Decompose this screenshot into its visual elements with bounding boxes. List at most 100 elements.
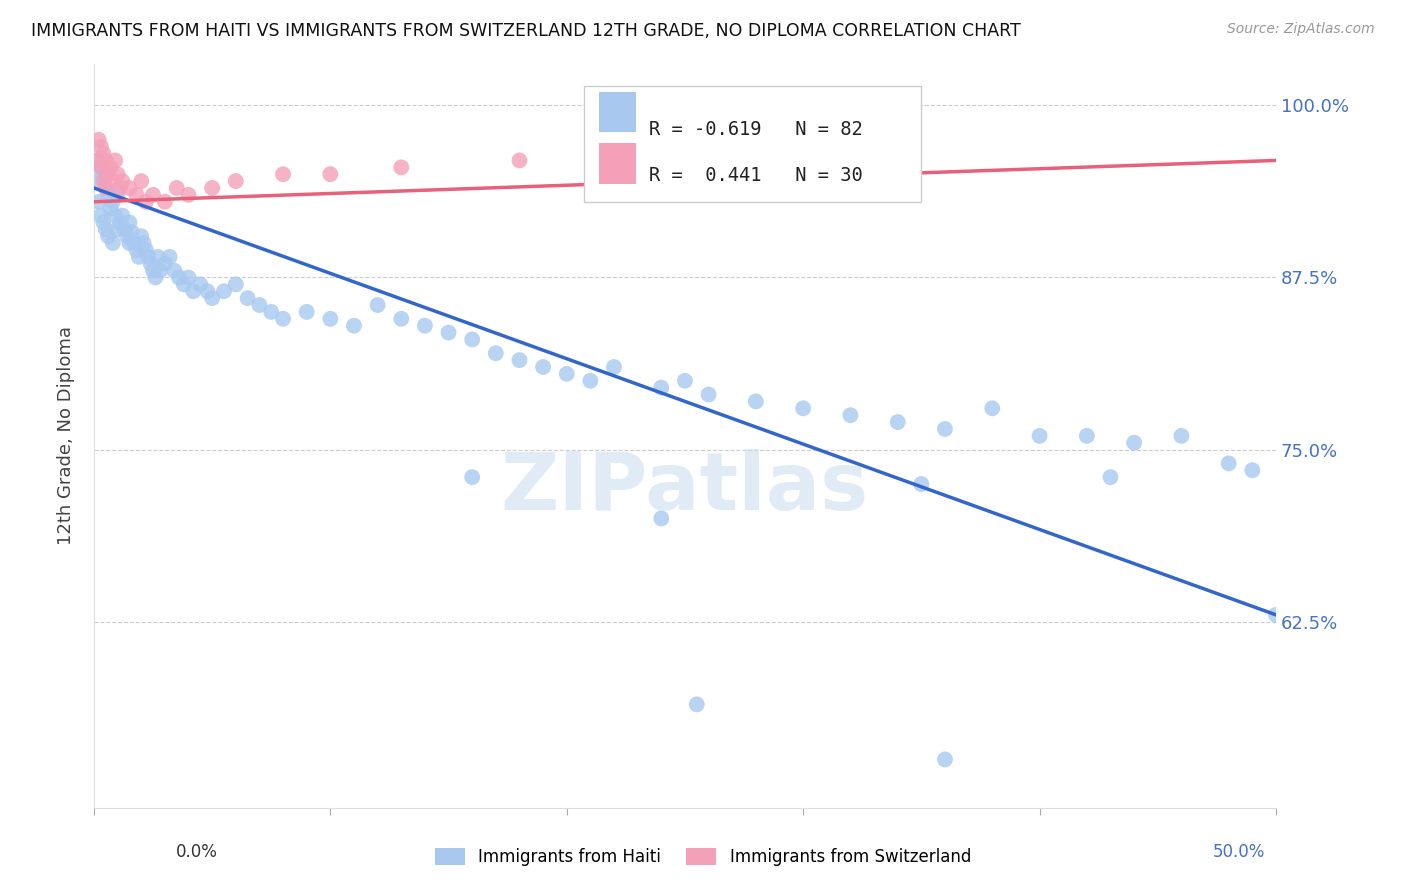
Point [153,257,176,271]
Point [125,243,148,257]
Point [177,270,200,285]
Point [107,167,129,181]
Point [839,408,862,422]
Point [508,353,530,368]
Point [1170,429,1192,443]
Point [159,250,181,264]
Point [100,202,122,216]
Bar [599,92,637,133]
Point [792,401,814,416]
Point [163,263,186,277]
Point [413,318,436,333]
Point [201,181,224,195]
Point [367,298,389,312]
Text: 0.0%: 0.0% [176,843,218,861]
Point [125,187,148,202]
Point [118,215,141,229]
Point [236,291,259,305]
Point [94,181,117,195]
Point [93,215,115,229]
Point [104,153,127,168]
Point [673,374,696,388]
Point [745,394,768,409]
Point [135,243,157,257]
Point [295,305,318,319]
Point [87,133,110,147]
Point [115,229,138,244]
Point [343,318,366,333]
Point [1241,463,1264,477]
Point [104,209,127,223]
Point [437,326,460,340]
Point [87,194,110,209]
Point [461,470,484,484]
Point [136,250,159,264]
Point [1218,456,1240,470]
Point [319,167,342,181]
Point [555,367,578,381]
Point [271,167,294,181]
Point [934,422,956,436]
Point [101,235,124,250]
Point [90,161,112,175]
Point [1265,607,1288,622]
Point [142,187,165,202]
Point [201,291,224,305]
Point [271,311,294,326]
Bar [599,144,637,185]
Point [225,277,247,292]
Point [108,181,131,195]
Text: ZIPatlas: ZIPatlas [501,449,869,527]
Point [768,139,790,153]
Point [485,346,508,360]
Point [319,311,342,326]
Point [225,174,247,188]
Point [461,333,484,347]
Point [128,250,150,264]
Point [94,153,117,168]
Point [934,752,956,766]
Point [603,359,626,374]
Point [1099,470,1122,484]
Text: Source: ZipAtlas.com: Source: ZipAtlas.com [1227,22,1375,37]
Point [90,209,112,223]
Point [108,215,131,229]
Point [90,161,112,175]
Point [118,181,141,195]
Point [167,270,190,285]
Point [508,153,530,168]
Text: R = -0.619   N = 82: R = -0.619 N = 82 [650,120,863,139]
Point [153,194,176,209]
Point [579,374,602,388]
Point [166,181,188,195]
Point [97,229,120,244]
Point [249,298,271,312]
Point [139,257,162,271]
Point [100,161,122,175]
Point [145,270,167,285]
Point [129,229,152,244]
Point [173,277,195,292]
Point [94,222,117,236]
Point [107,187,129,202]
Point [111,209,134,223]
Point [97,167,120,181]
Point [101,174,124,188]
Text: 50.0%: 50.0% [1213,843,1265,861]
Point [122,235,145,250]
Point [142,263,165,277]
Point [149,263,172,277]
Point [886,415,908,429]
Point [94,181,117,195]
Text: R =  0.441   N = 30: R = 0.441 N = 30 [650,166,863,186]
Point [650,511,672,525]
Point [181,285,204,299]
Legend: Immigrants from Haiti, Immigrants from Switzerland: Immigrants from Haiti, Immigrants from S… [429,841,977,873]
Point [389,311,412,326]
Point [1123,435,1146,450]
Text: IMMIGRANTS FROM HAITI VS IMMIGRANTS FROM SWITZERLAND 12TH GRADE, NO DIPLOMA CORR: IMMIGRANTS FROM HAITI VS IMMIGRANTS FROM… [31,22,1021,40]
Point [87,153,110,168]
Point [107,222,129,236]
Point [910,477,932,491]
Point [1076,429,1098,443]
